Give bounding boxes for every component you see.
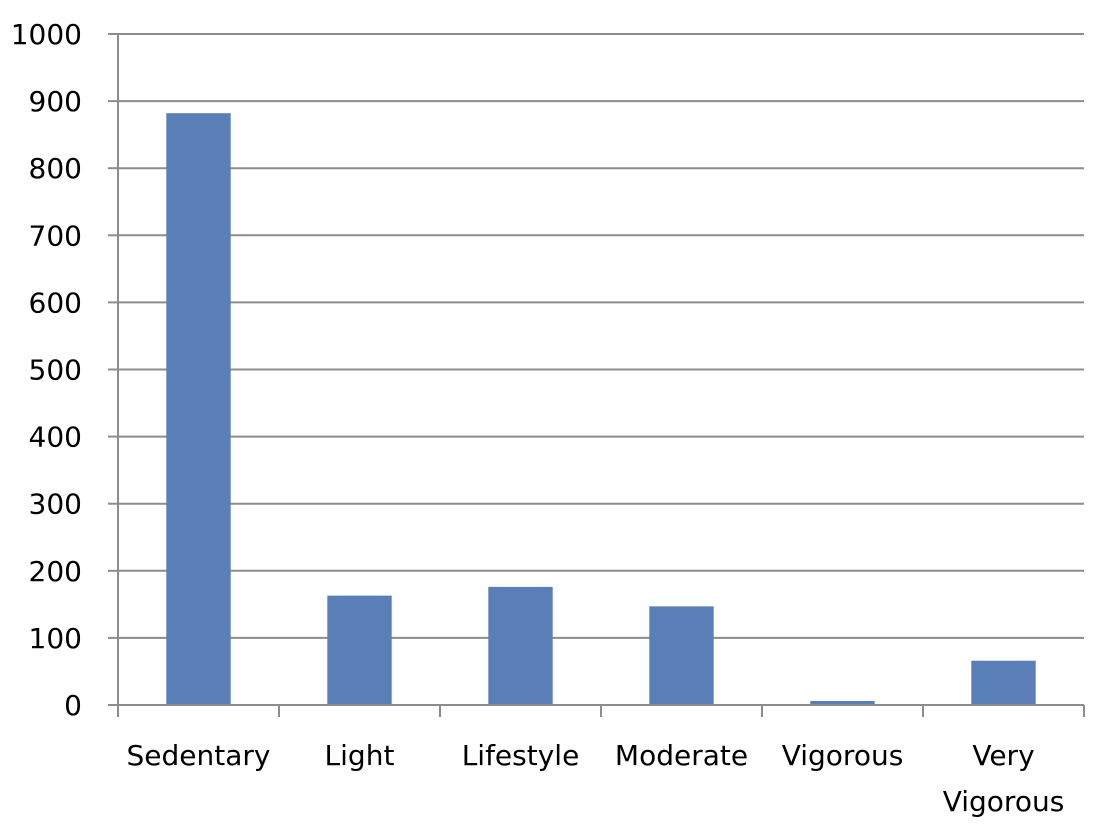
y-tick-label: 300 bbox=[29, 488, 82, 521]
y-tick-label: 100 bbox=[29, 622, 82, 655]
bar bbox=[810, 700, 875, 705]
x-category-label: Vigorous bbox=[782, 739, 904, 772]
y-tick-label: 0 bbox=[64, 689, 82, 722]
bar bbox=[327, 595, 392, 705]
y-tick-labels: 0 100 200 300 400 500 600 700 800 900 1000 bbox=[11, 18, 82, 722]
y-tick-label: 1000 bbox=[11, 18, 82, 51]
x-category-label: Vigorous bbox=[943, 785, 1065, 818]
y-tick-label: 800 bbox=[29, 152, 82, 185]
bars bbox=[166, 113, 1036, 706]
y-tick-label: 400 bbox=[29, 421, 82, 454]
bar bbox=[971, 660, 1036, 705]
bar bbox=[649, 606, 714, 705]
x-category-label: Sedentary bbox=[127, 739, 271, 772]
axes bbox=[108, 33, 1085, 717]
bar bbox=[166, 113, 231, 706]
x-category-label: Lifestyle bbox=[462, 739, 580, 772]
x-category-label: Moderate bbox=[615, 739, 748, 772]
x-category-labels: Sedentary Light Lifestyle Moderate Vigorous V… bbox=[127, 739, 1065, 818]
gridlines bbox=[118, 33, 1084, 639]
x-category-label: Light bbox=[325, 739, 395, 772]
y-tick-label: 200 bbox=[29, 555, 82, 588]
x-category-label: Very bbox=[972, 739, 1034, 772]
y-tick-label: 500 bbox=[29, 354, 82, 387]
y-tick-label: 700 bbox=[29, 219, 82, 252]
y-tick-label: 900 bbox=[29, 85, 82, 118]
bar bbox=[488, 586, 553, 705]
y-tick-label: 600 bbox=[29, 286, 82, 319]
